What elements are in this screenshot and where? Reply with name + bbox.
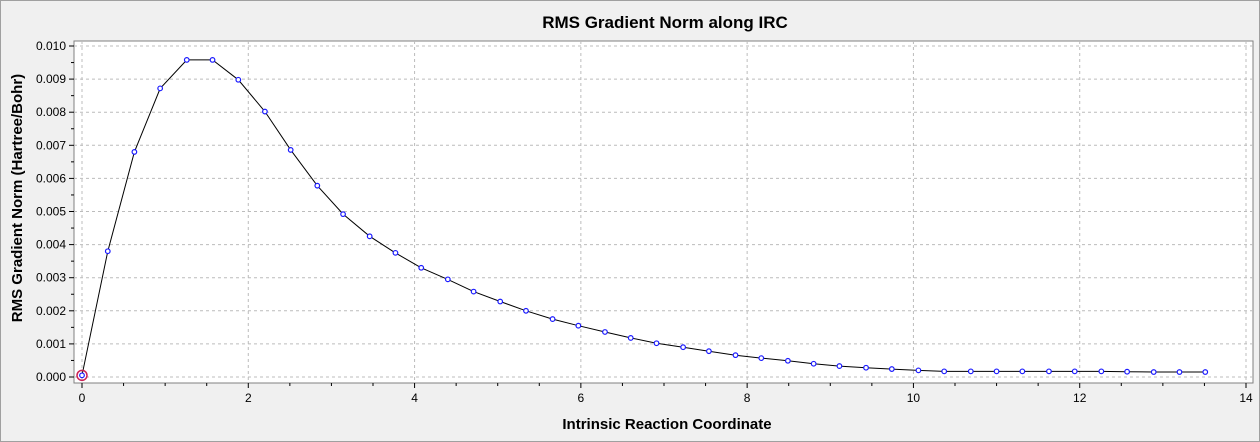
data-point[interactable] [967,368,974,375]
y-tick-label: 0.001 [36,337,66,351]
highlighted-point-ring[interactable] [76,369,88,382]
data-point[interactable] [497,298,504,305]
data-point[interactable] [418,264,425,271]
y-axis-label: RMS Gradient Norm (Hartree/Bohr) [9,74,26,322]
data-point[interactable] [627,335,634,341]
x-tick-label: 6 [578,391,585,405]
data-point[interactable] [705,348,712,355]
y-tick-label: 0.007 [36,138,66,152]
data-point[interactable] [314,182,321,189]
data-point[interactable] [183,57,190,63]
data-point[interactable] [888,366,895,372]
x-tick-label: 12 [1073,391,1087,405]
data-point[interactable] [1202,369,1209,375]
data-point[interactable] [680,344,687,351]
data-point[interactable] [1046,368,1052,375]
y-tick-label: 0.005 [36,205,66,219]
data-point[interactable] [941,368,948,375]
data-point[interactable] [1176,369,1183,375]
series-line [81,59,1206,376]
x-tick-label: 10 [907,391,921,405]
x-tick-label: 0 [79,391,86,405]
y-tick-label: 0.006 [36,171,66,185]
data-point[interactable] [732,352,739,359]
data-point[interactable] [131,149,138,155]
data-point[interactable] [1150,369,1157,375]
data-point[interactable] [653,340,660,347]
data-point[interactable] [1124,368,1131,375]
data-series [76,57,1209,382]
x-axis-label: Intrinsic Reaction Coordinate [562,416,771,433]
data-point[interactable] [993,368,1000,375]
data-point[interactable] [523,307,529,314]
data-point[interactable] [758,355,765,362]
x-tick-label: 14 [1239,391,1253,405]
data-point[interactable] [784,357,791,364]
y-tick-label: 0.004 [36,238,66,252]
data-point[interactable] [915,367,922,374]
y-tick-label: 0.003 [36,271,66,285]
data-point[interactable] [863,364,869,371]
data-point[interactable] [287,147,294,153]
data-point[interactable] [235,76,242,83]
data-point[interactable] [602,329,608,335]
data-point[interactable] [104,248,111,255]
y-tick-label: 0.002 [36,304,66,318]
data-point[interactable] [340,211,346,218]
y-tick-label: 0.010 [36,39,66,53]
data-point[interactable] [366,233,373,240]
data-point[interactable] [392,249,399,256]
data-point[interactable] [209,57,216,63]
y-tick-label: 0.008 [36,105,66,119]
data-point[interactable] [549,316,556,322]
data-point[interactable] [810,360,817,367]
data-point[interactable] [79,372,85,379]
data-point[interactable] [470,288,477,295]
data-point[interactable] [1071,368,1078,375]
data-point[interactable] [157,85,164,92]
data-point[interactable] [444,276,451,283]
data-point[interactable] [262,108,268,115]
axis-ticks: 0 2 4 6 8 10 12 14 0.000 0.001 0.002 0.003 0.004 0.00… [36,39,1253,405]
chart-title: RMS Gradient Norm along IRC [542,13,788,32]
y-tick-label: 0.000 [36,370,66,384]
x-tick-label: 2 [245,391,252,405]
data-point[interactable] [1019,368,1026,375]
y-tick-label: 0.009 [36,72,66,86]
x-tick-label: 8 [744,391,751,405]
x-tick-label: 4 [411,391,418,405]
data-point[interactable] [575,322,582,329]
data-point[interactable] [1098,368,1105,375]
data-point[interactable] [836,363,843,369]
